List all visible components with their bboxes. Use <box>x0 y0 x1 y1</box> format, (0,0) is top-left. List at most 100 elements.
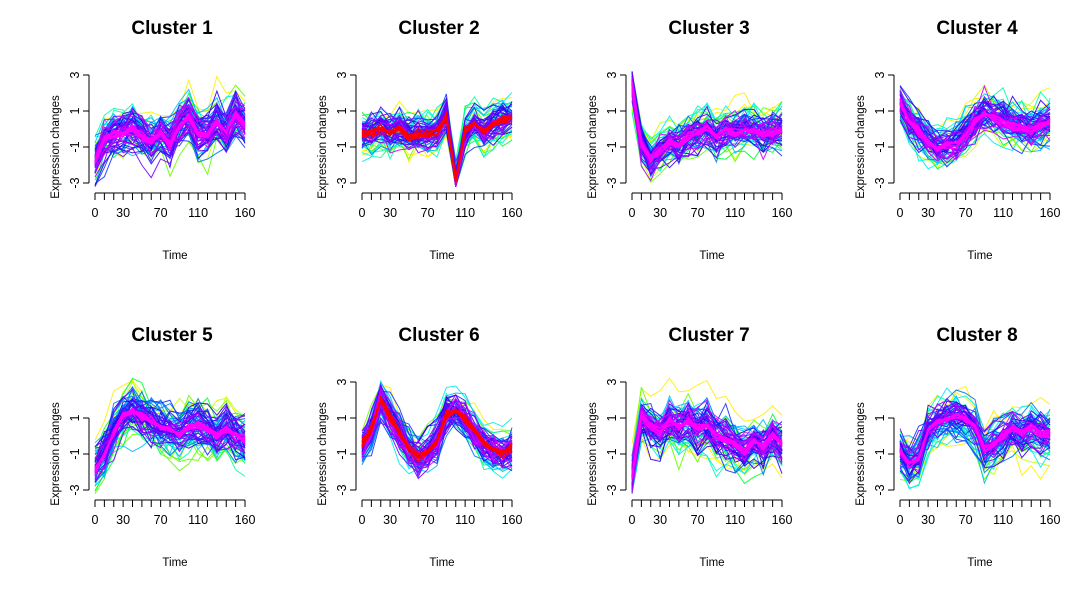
y-tick-label: -1 <box>335 141 349 152</box>
cluster-panel-4: Cluster 4 -3 -1 1 3 Expression changes 0 30 70 11… <box>855 18 1060 262</box>
member-line <box>361 387 513 458</box>
cluster-panel-6: Cluster 6 -3 -1 1 3 Expression changes 0 30 70 11… <box>317 325 522 569</box>
member-line <box>361 112 513 187</box>
member-line <box>94 113 246 166</box>
y-tick-label: 3 <box>335 378 349 385</box>
y-tick-label: 1 <box>68 107 82 114</box>
member-line <box>94 389 246 492</box>
panel-title: Cluster 3 <box>668 18 749 39</box>
member-line <box>631 84 783 159</box>
y-tick-label: -3 <box>335 484 349 495</box>
x-axis-label: Time <box>699 557 724 569</box>
x-axis-label: Time <box>162 557 187 569</box>
x-tick-label: 160 <box>772 206 793 220</box>
y-tick-label: -3 <box>68 484 82 495</box>
y-tick-label: 3 <box>335 71 349 78</box>
y-tick-label: 1 <box>873 107 887 114</box>
x-tick-label: 160 <box>502 513 523 527</box>
x-axis-label: Time <box>967 557 992 569</box>
y-tick-label: 1 <box>873 414 887 421</box>
y-tick-label: -3 <box>605 177 619 188</box>
y-axis-label: Expression changes <box>317 95 329 199</box>
x-tick-label: 110 <box>188 513 208 527</box>
y-tick-label: -3 <box>68 177 82 188</box>
centroid-line <box>361 398 513 455</box>
x-tick-label: 70 <box>421 513 435 527</box>
x-tick-label: 0 <box>629 513 636 527</box>
centroid-line <box>94 410 246 469</box>
member-line <box>631 77 783 172</box>
x-tick-label: 30 <box>383 513 397 527</box>
y-tick-label: 3 <box>873 71 887 78</box>
member-line <box>899 105 1051 145</box>
x-tick-label: 30 <box>921 206 935 220</box>
centroid-line <box>899 414 1051 465</box>
x-tick-label: 110 <box>993 206 1013 220</box>
member-line <box>899 411 1051 472</box>
y-axis-label: Expression changes <box>855 402 867 506</box>
x-tick-label: 30 <box>921 513 935 527</box>
cluster-panel-1: Cluster 1 -3 -1 1 3 Expression changes 0 30 70 11… <box>50 18 255 262</box>
x-tick-label: 70 <box>154 513 168 527</box>
centroid-line <box>899 104 1051 152</box>
x-tick-label: 110 <box>188 206 208 220</box>
x-tick-label: 0 <box>359 513 366 527</box>
y-tick-label: -1 <box>605 448 619 459</box>
centroid-line <box>631 82 783 157</box>
y-tick-label: -1 <box>873 141 887 152</box>
centroid-line <box>631 415 783 477</box>
x-tick-label: 0 <box>897 206 904 220</box>
y-axis-label: Expression changes <box>587 402 599 506</box>
x-tick-label: 160 <box>502 206 523 220</box>
cluster-panel-8: Cluster 8 -3 -1 1 Expression changes 0 30 70 110… <box>855 325 1060 569</box>
x-tick-label: 110 <box>455 206 475 220</box>
member-line <box>361 116 513 182</box>
x-tick-label: 0 <box>629 206 636 220</box>
centroid-line <box>94 407 246 468</box>
cluster-panel-3: Cluster 3 -3 -1 1 3 Expression changes 0 30 70 11… <box>587 18 792 262</box>
x-tick-label: 30 <box>116 513 130 527</box>
panel-title: Cluster 7 <box>668 325 749 346</box>
x-tick-label: 110 <box>993 513 1013 527</box>
x-axis-label: Time <box>429 250 454 262</box>
member-line <box>94 405 246 483</box>
x-tick-label: 160 <box>235 206 256 220</box>
member-line <box>94 106 246 158</box>
x-tick-label: 70 <box>691 206 705 220</box>
cluster-panel-2: Cluster 2 -3 -1 1 3 Expression changes 0 30 70 11… <box>317 18 522 262</box>
y-axis-label: Expression changes <box>317 402 329 506</box>
centroid-line <box>361 112 513 179</box>
y-tick-label: 1 <box>335 414 349 421</box>
y-tick-label: -1 <box>335 448 349 459</box>
member-line <box>361 398 513 460</box>
x-tick-label: 30 <box>116 206 130 220</box>
x-tick-label: 160 <box>1040 513 1061 527</box>
y-axis-label: Expression changes <box>855 95 867 199</box>
y-tick-label: 3 <box>605 378 619 385</box>
member-line <box>899 414 1051 465</box>
y-tick-label: 3 <box>68 71 82 78</box>
member-line <box>94 407 246 481</box>
member-line <box>94 75 246 156</box>
x-axis-label: Time <box>429 557 454 569</box>
x-tick-label: 30 <box>653 206 667 220</box>
x-tick-label: 160 <box>1040 206 1061 220</box>
y-tick-label: -1 <box>873 448 887 459</box>
x-axis-label: Time <box>967 250 992 262</box>
y-tick-label: -1 <box>605 141 619 152</box>
member-line <box>94 92 246 168</box>
panel-title: Cluster 8 <box>936 325 1017 346</box>
x-tick-label: 110 <box>455 513 475 527</box>
member-line <box>361 116 513 182</box>
y-axis-label: Expression changes <box>50 95 62 199</box>
x-axis-label: Time <box>699 250 724 262</box>
member-line <box>899 98 1051 146</box>
x-tick-label: 70 <box>421 206 435 220</box>
member-line <box>631 89 783 182</box>
y-tick-label: 1 <box>335 107 349 114</box>
x-tick-label: 0 <box>92 206 99 220</box>
member-line <box>94 389 246 475</box>
x-tick-label: 30 <box>653 513 667 527</box>
member-line <box>631 419 783 477</box>
x-tick-label: 0 <box>359 206 366 220</box>
